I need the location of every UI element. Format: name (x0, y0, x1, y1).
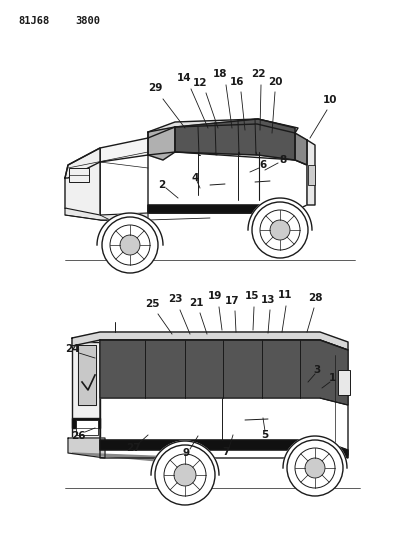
Text: 10: 10 (323, 95, 337, 105)
Text: 9: 9 (182, 448, 190, 458)
Text: 25: 25 (145, 299, 159, 309)
Text: 4: 4 (191, 173, 199, 183)
Text: 2: 2 (158, 180, 166, 190)
Circle shape (102, 217, 158, 273)
Text: 8: 8 (279, 155, 287, 165)
Polygon shape (100, 340, 348, 405)
Polygon shape (148, 119, 298, 138)
Circle shape (305, 458, 325, 478)
Bar (308, 165, 315, 185)
Polygon shape (72, 342, 100, 438)
Text: 81J68: 81J68 (18, 16, 49, 26)
Polygon shape (78, 345, 96, 405)
Bar (69, 168, 89, 182)
Text: 21: 21 (189, 298, 203, 308)
Polygon shape (295, 133, 307, 165)
Text: 5: 5 (261, 430, 269, 440)
Text: 15: 15 (245, 291, 259, 301)
Text: 28: 28 (308, 293, 322, 303)
Polygon shape (65, 208, 148, 220)
Polygon shape (65, 138, 148, 178)
Circle shape (287, 440, 343, 496)
Polygon shape (307, 140, 315, 205)
Circle shape (252, 202, 308, 258)
Text: 18: 18 (213, 69, 227, 79)
Text: 12: 12 (193, 78, 207, 88)
Polygon shape (148, 205, 290, 213)
Text: 1: 1 (328, 373, 336, 383)
Text: 6: 6 (259, 160, 267, 170)
Polygon shape (175, 119, 295, 160)
Circle shape (260, 210, 300, 250)
Polygon shape (65, 148, 100, 215)
Text: 19: 19 (208, 291, 222, 301)
Polygon shape (68, 438, 105, 458)
Circle shape (164, 454, 206, 496)
Circle shape (174, 464, 196, 486)
Polygon shape (72, 332, 348, 350)
Circle shape (295, 448, 335, 488)
Polygon shape (100, 440, 348, 458)
Circle shape (120, 235, 140, 255)
Text: 26: 26 (71, 431, 85, 441)
Bar (338, 370, 350, 395)
Text: 3: 3 (313, 365, 321, 375)
Text: 3800: 3800 (75, 16, 100, 26)
Text: 29: 29 (148, 83, 162, 93)
Text: 11: 11 (278, 290, 292, 300)
Polygon shape (72, 453, 200, 465)
Polygon shape (283, 436, 347, 468)
Polygon shape (151, 441, 219, 475)
Text: 13: 13 (261, 295, 275, 305)
Text: 7: 7 (222, 447, 230, 457)
Polygon shape (97, 213, 163, 245)
Polygon shape (72, 418, 100, 428)
Polygon shape (248, 198, 312, 230)
Polygon shape (100, 340, 348, 458)
Polygon shape (148, 127, 175, 160)
Text: 23: 23 (168, 294, 182, 304)
Bar (76, 420, 98, 435)
Text: 27: 27 (126, 443, 140, 453)
Text: 14: 14 (177, 73, 191, 83)
Text: 22: 22 (251, 69, 265, 79)
Circle shape (270, 220, 290, 240)
Text: 17: 17 (225, 296, 239, 306)
Circle shape (110, 225, 150, 265)
Text: 20: 20 (268, 77, 282, 87)
Polygon shape (148, 152, 307, 213)
Text: 16: 16 (230, 77, 244, 87)
Text: 24: 24 (65, 344, 79, 354)
Circle shape (155, 445, 215, 505)
